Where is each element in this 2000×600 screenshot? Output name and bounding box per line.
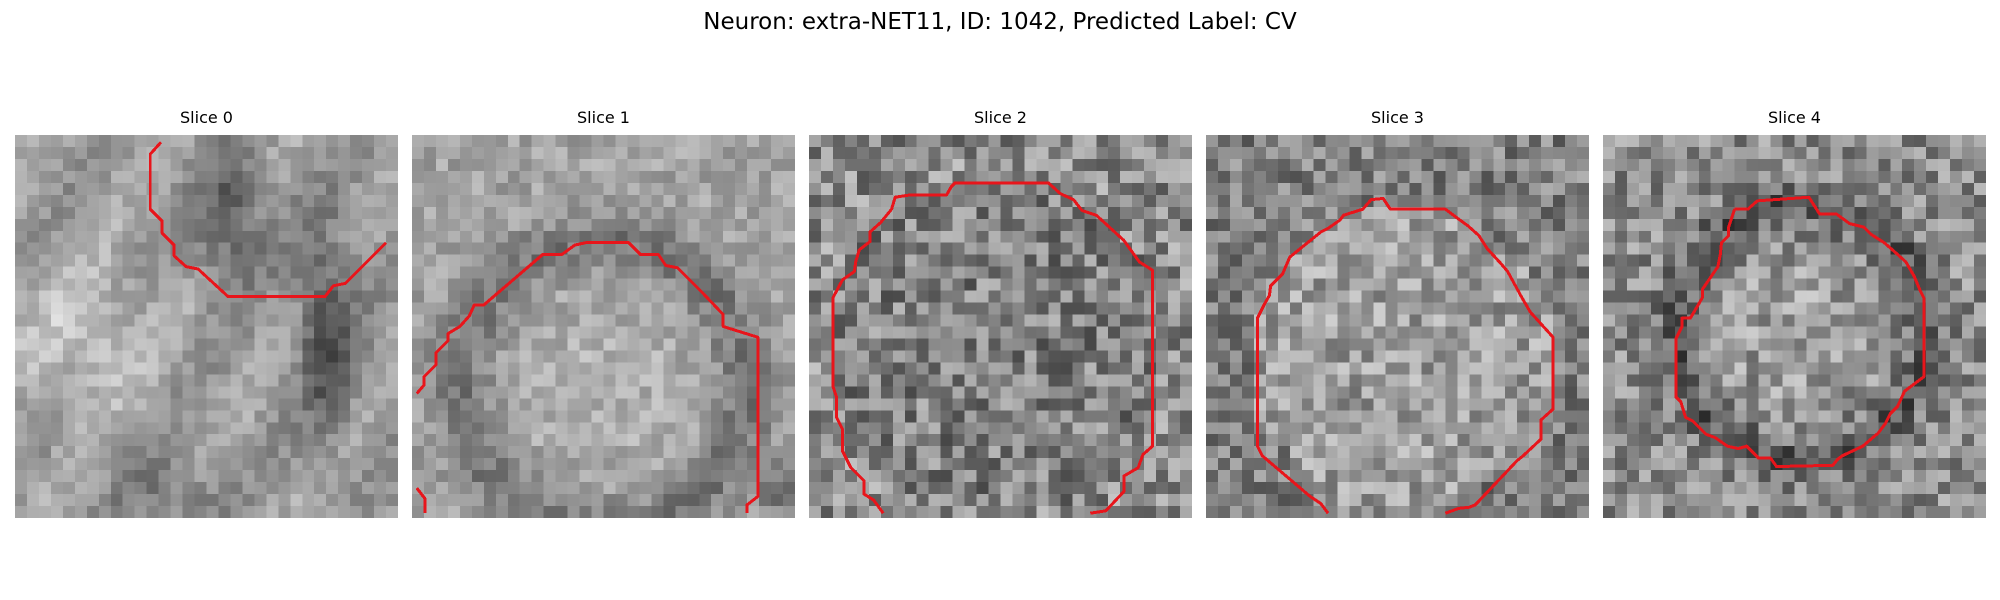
slice-title-3: Slice 3 bbox=[1371, 108, 1424, 127]
slice-image-0 bbox=[15, 135, 398, 518]
slice-image-2 bbox=[809, 135, 1192, 518]
slice-2-pixels bbox=[809, 135, 1192, 518]
red-contour-stub bbox=[415, 487, 427, 514]
grayscale-pixel-grid bbox=[1603, 135, 1986, 518]
grayscale-pixel-grid bbox=[15, 135, 398, 518]
slice-0-pixels bbox=[15, 135, 398, 518]
red-contour-line bbox=[415, 241, 760, 514]
slice-3-pixels bbox=[1206, 135, 1589, 518]
slice-1-pixels bbox=[412, 135, 795, 518]
grayscale-pixel-grid bbox=[809, 135, 1192, 518]
slice-4-pixels bbox=[1603, 135, 1986, 518]
slice-title-1: Slice 1 bbox=[577, 108, 630, 127]
slice-title-0: Slice 0 bbox=[180, 108, 233, 127]
red-contour-line bbox=[1255, 196, 1555, 515]
red-contour-line bbox=[831, 181, 1154, 515]
slice-panel-1: Slice 1 bbox=[412, 108, 795, 518]
slice-panel-2: Slice 2 bbox=[809, 108, 1192, 518]
slice-panel-3: Slice 3 bbox=[1206, 108, 1589, 518]
slice-title-2: Slice 2 bbox=[974, 108, 1027, 127]
slice-panel-4: Slice 4 bbox=[1603, 108, 1986, 518]
red-contour-line bbox=[148, 141, 388, 299]
slice-image-1 bbox=[412, 135, 795, 518]
red-contour-line bbox=[1674, 195, 1926, 469]
slice-title-4: Slice 4 bbox=[1768, 108, 1821, 127]
figure-title: Neuron: extra-NET11, ID: 1042, Predicted… bbox=[703, 9, 1297, 35]
grayscale-pixel-grid bbox=[1206, 135, 1589, 518]
slice-image-3 bbox=[1206, 135, 1589, 518]
slice-panel-0: Slice 0 bbox=[15, 108, 398, 518]
slice-image-4 bbox=[1603, 135, 1986, 518]
grayscale-pixel-grid bbox=[412, 135, 795, 518]
